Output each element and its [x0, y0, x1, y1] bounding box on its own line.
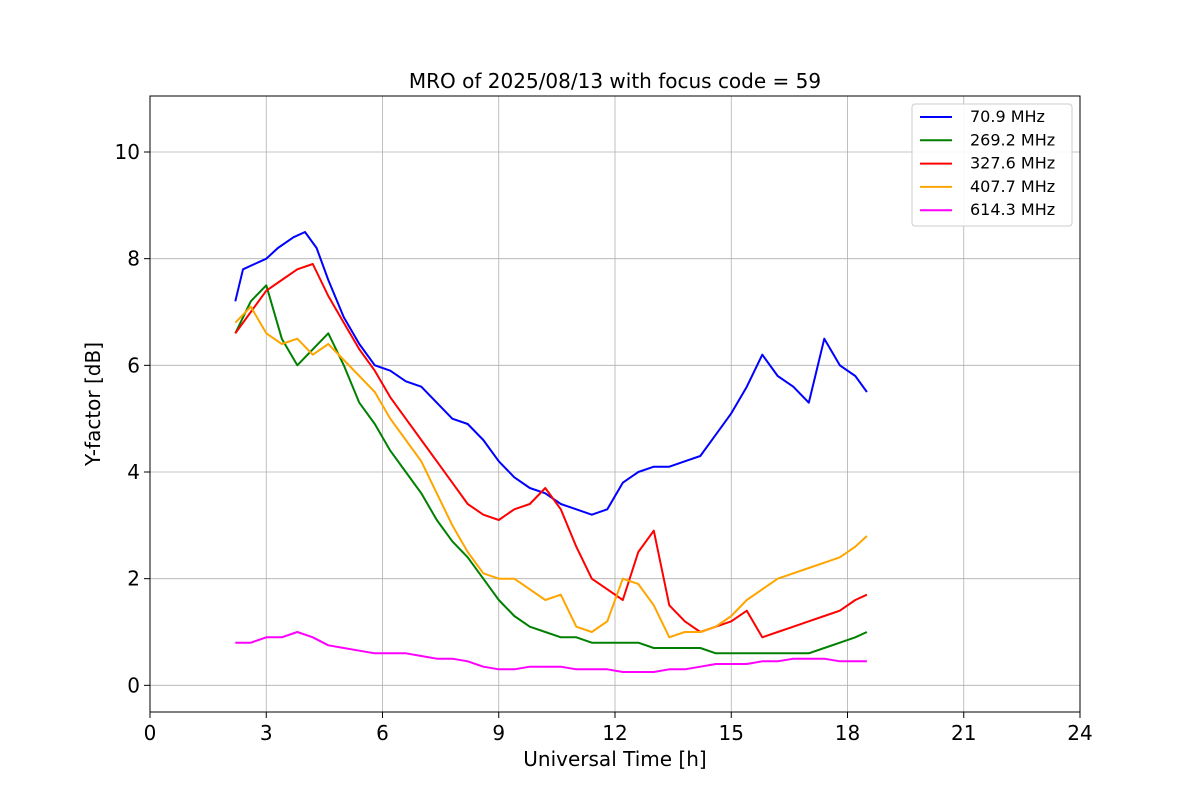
x-tick-label: 6 [376, 721, 389, 745]
chart-title: MRO of 2025/08/13 with focus code = 59 [409, 69, 821, 93]
y-tick-label: 10 [115, 140, 140, 164]
legend-box [911, 103, 1073, 227]
x-tick-label: 12 [602, 721, 627, 745]
legend-label-3: 407.7 MHz [970, 177, 1055, 196]
series-layer [234, 231, 868, 673]
y-tick-label: 0 [127, 673, 140, 697]
series-line-4 [235, 631, 867, 673]
x-axis-ticks: 0 3 6 9 12 15 18 21 24 [144, 712, 1093, 745]
x-tick-label: 9 [492, 721, 505, 745]
legend-entries: 70.9 MHz 269.2 MHz 327.6 MHz 407.7 MHz 614.3… [920, 107, 1055, 219]
legend-label-2: 327.6 MHz [970, 154, 1055, 173]
series-line-2 [234, 263, 868, 639]
x-tick-label: 21 [951, 721, 976, 745]
y-axis-label: Y-factor [dB] [81, 342, 105, 467]
x-tick-label: 3 [260, 721, 273, 745]
y-axis-ticks: 0 2 4 6 8 10 [115, 140, 150, 697]
series-line-0 [234, 231, 868, 516]
legend-label-1: 269.2 MHz [970, 130, 1055, 149]
y-tick-label: 6 [127, 353, 140, 377]
series-line-3 [234, 305, 868, 639]
series-line-1 [234, 284, 868, 655]
x-tick-label: 0 [144, 721, 157, 745]
x-tick-label: 18 [835, 721, 860, 745]
legend: 70.9 MHz 269.2 MHz 327.6 MHz 407.7 MHz 614.3… [911, 103, 1073, 227]
x-tick-label: 15 [719, 721, 744, 745]
legend-label-4: 614.3 MHz [970, 200, 1055, 219]
x-axis-label: Universal Time [h] [523, 747, 706, 771]
y-tick-label: 2 [127, 567, 140, 591]
legend-label-0: 70.9 MHz [970, 107, 1045, 126]
y-tick-label: 8 [127, 247, 140, 271]
y-tick-label: 4 [127, 460, 140, 484]
x-tick-label: 24 [1067, 721, 1092, 745]
